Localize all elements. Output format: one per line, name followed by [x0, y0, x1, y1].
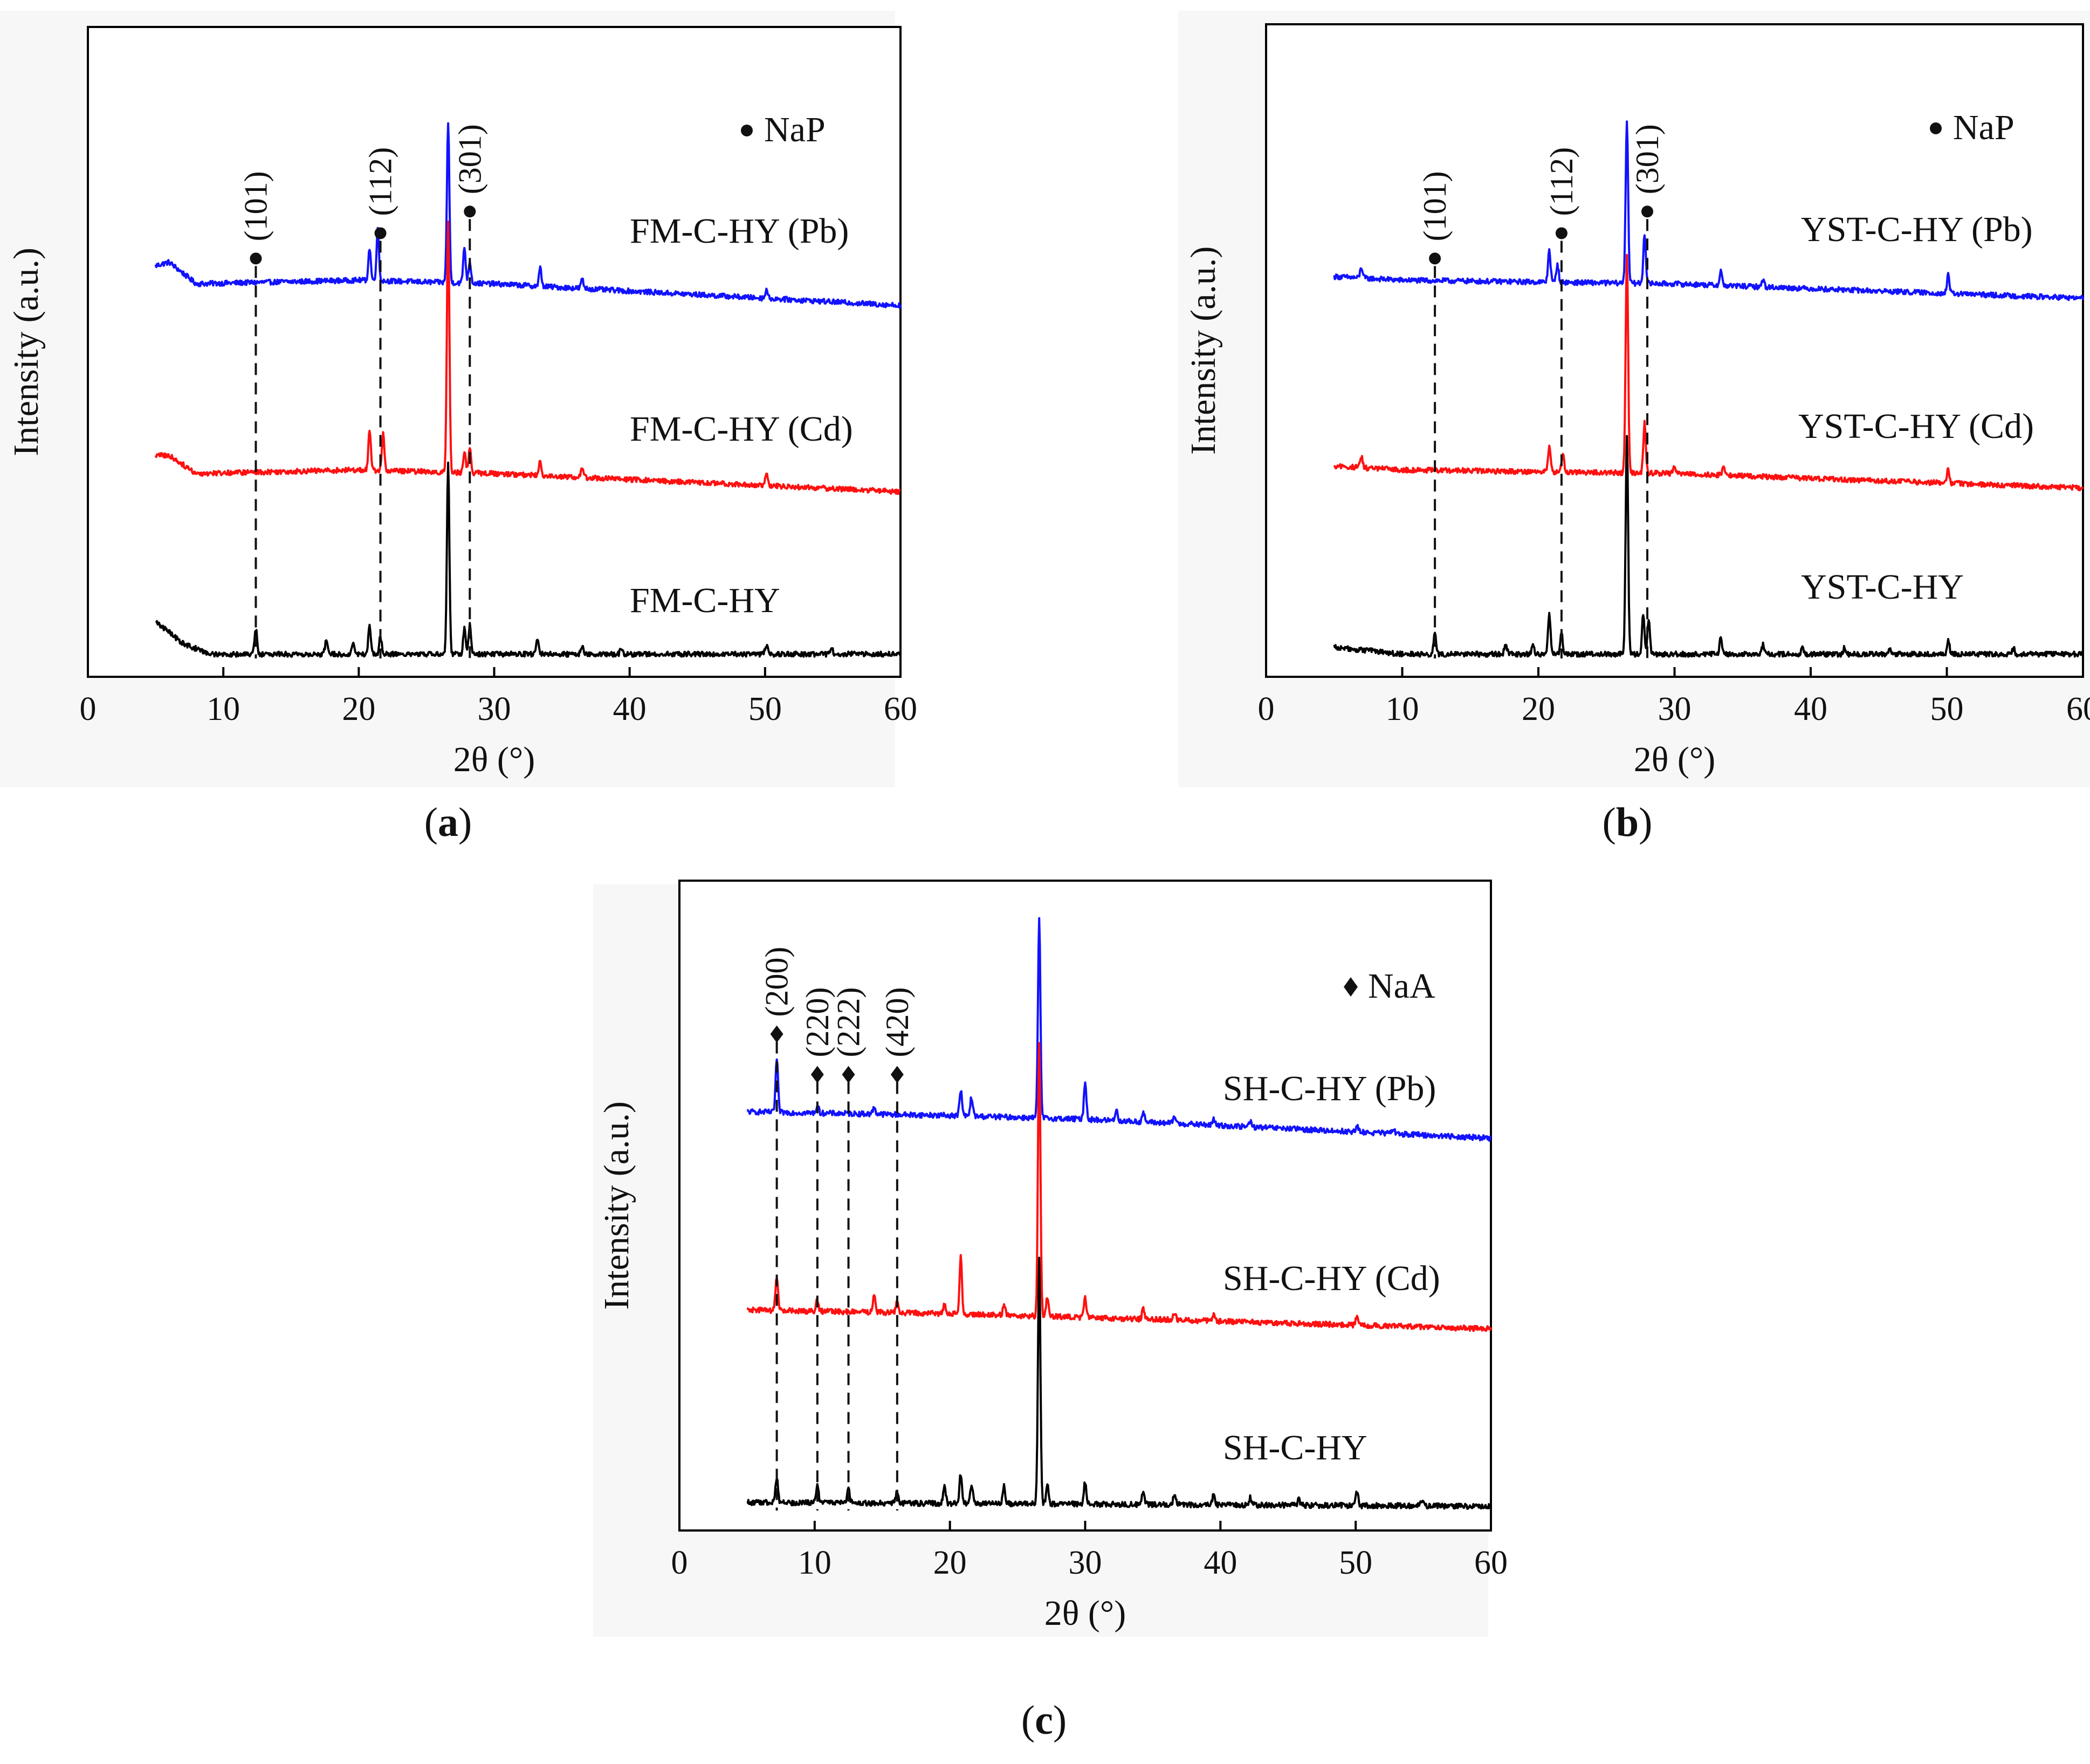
series-label: SH-C-HY (Cd)	[1223, 1259, 1440, 1298]
panel-caption: (c)	[1021, 1698, 1067, 1743]
series-label: FM-C-HY (Pb)	[630, 211, 849, 251]
legend-label: NaP	[764, 110, 826, 149]
x-tick-label: 20	[933, 1545, 967, 1581]
x-axis-label: 2θ (°)	[1634, 740, 1715, 779]
series-trace-0	[154, 122, 902, 309]
series-label: YST-C-HY (Pb)	[1801, 210, 2033, 249]
panel-a: 0 10 20 30 40 50 60 2θ (°) Intensity (a.u.) FM-C-…	[0, 11, 917, 845]
x-tick-label: 0	[671, 1545, 688, 1581]
x-tick-label: 0	[1258, 691, 1275, 727]
nap-marker-icon	[464, 205, 476, 218]
miller-index-label: (222)	[831, 987, 867, 1058]
nap-marker-icon	[1429, 252, 1441, 265]
miller-index-label: (101)	[1417, 171, 1453, 241]
x-tick-label: 40	[613, 691, 647, 727]
x-tick-label: 60	[2066, 691, 2090, 727]
miller-index-label: (200)	[759, 947, 795, 1017]
miller-index-label: (101)	[238, 171, 273, 241]
x-tick-label: 40	[1204, 1545, 1237, 1581]
series-label: YST-C-HY (Cd)	[1798, 407, 2034, 446]
y-axis-label: Intensity (a.u.)	[1184, 246, 1223, 455]
miller-index-label: (420)	[879, 987, 915, 1058]
plot-frame	[87, 26, 902, 678]
miller-index-label: (112)	[1544, 147, 1579, 216]
x-tick-label: 30	[1069, 1545, 1102, 1581]
panel-caption: (b)	[1603, 800, 1653, 845]
series-trace-1	[746, 1042, 1492, 1332]
naa-marker-icon	[842, 1066, 855, 1083]
legend-label: NaA	[1368, 966, 1435, 1006]
x-tick-label: 50	[1339, 1545, 1372, 1581]
nap-marker-icon	[374, 227, 387, 239]
panel-c: 0 10 20 30 40 50 60 2θ (°) Intensity (a.u.) SH-C-…	[593, 880, 1508, 1743]
y-axis-label: Intensity (a.u.)	[6, 248, 46, 456]
x-tick-label: 50	[748, 691, 782, 727]
x-tick-label: 10	[798, 1545, 831, 1581]
legend-diamond-icon	[1344, 977, 1358, 997]
x-tick-label: 20	[342, 691, 375, 727]
x-tick-label: 30	[1658, 691, 1692, 727]
series-trace-2	[1333, 435, 2084, 658]
series-label: SH-C-HY (Pb)	[1223, 1069, 1436, 1108]
legend-label: NaP	[1953, 108, 2015, 147]
x-tick-label: 0	[80, 691, 97, 727]
series-trace-2	[746, 1257, 1492, 1510]
x-axis-label: 2θ (°)	[453, 740, 535, 779]
miller-index-label: (301)	[1630, 124, 1665, 194]
series-trace-1	[1333, 253, 2084, 492]
x-tick-label: 50	[1930, 691, 1964, 727]
miller-index-label: (112)	[363, 147, 398, 216]
panel-b: 0 10 20 30 40 50 60 2θ (°) Intensity (a.u.) YST-C…	[1178, 11, 2090, 845]
series-trace-2	[155, 461, 901, 658]
x-axis-label: 2θ (°)	[1044, 1594, 1126, 1633]
nap-marker-icon	[250, 252, 262, 265]
series-trace-1	[154, 221, 901, 495]
x-tick-label: 60	[1474, 1545, 1508, 1581]
series-label: YST-C-HY	[1801, 567, 1964, 607]
x-tick-label: 10	[207, 691, 240, 727]
x-tick-label: 60	[884, 691, 917, 727]
series-trace-0	[746, 917, 1492, 1142]
legend-dot-icon	[1930, 122, 1942, 134]
series-label: SH-C-HY	[1223, 1428, 1367, 1467]
miller-index-label: (220)	[800, 987, 835, 1058]
y-axis-label: Intensity (a.u.)	[597, 1101, 636, 1310]
naa-marker-icon	[810, 1066, 824, 1083]
nap-marker-icon	[1555, 227, 1568, 239]
x-tick-label: 20	[1522, 691, 1555, 727]
naa-marker-icon	[890, 1066, 904, 1083]
series-trace-0	[1333, 120, 2084, 301]
legend-dot-icon	[741, 125, 753, 136]
x-tick-label: 40	[1794, 691, 1827, 727]
x-tick-label: 10	[1386, 691, 1419, 727]
nap-marker-icon	[1641, 205, 1653, 218]
naa-marker-icon	[770, 1025, 783, 1043]
series-label: FM-C-HY (Cd)	[630, 409, 853, 449]
panel-caption: (a)	[424, 800, 472, 845]
x-tick-label: 30	[478, 691, 511, 727]
series-label: FM-C-HY	[630, 581, 780, 620]
plot-frame	[1265, 23, 2084, 678]
miller-index-label: (301)	[452, 124, 487, 194]
